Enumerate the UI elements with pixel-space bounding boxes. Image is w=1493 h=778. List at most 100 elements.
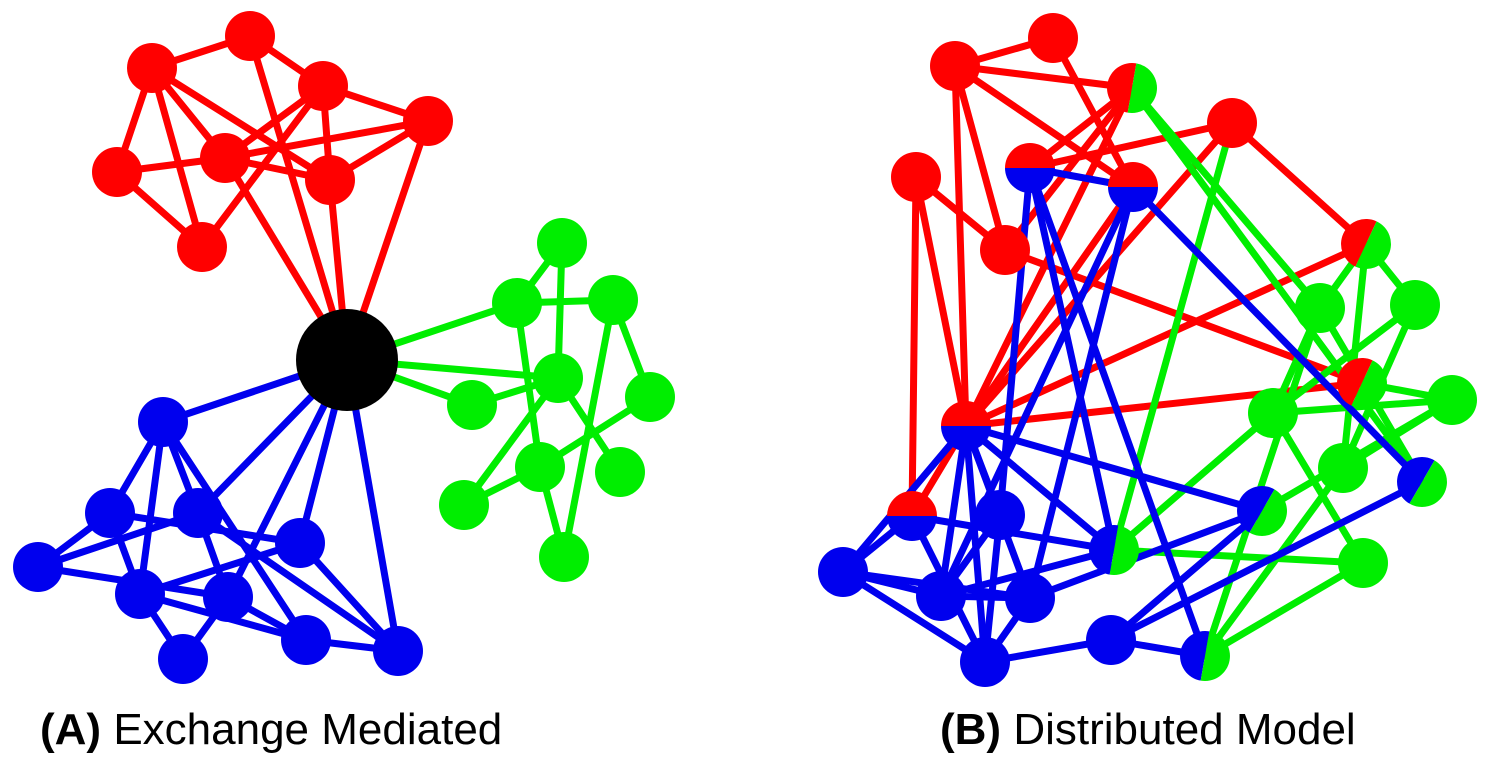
panel-b-shared-node (941, 401, 991, 451)
panel-a-exchange-hub-node (296, 309, 398, 411)
panel-a-node (537, 218, 587, 268)
panel-a-edge (221, 117, 432, 162)
panel-a-node (281, 615, 331, 665)
panel-b-edge (1201, 559, 1367, 660)
panel-b-shared-node (1089, 525, 1139, 575)
panel-b-edge (937, 422, 970, 600)
panel-b-edge (951, 62, 970, 430)
panel-b-edge (951, 62, 1009, 254)
panel-a-node (298, 61, 348, 111)
panel-a-nodes (13, 11, 675, 684)
panel-b-node (1390, 280, 1440, 330)
panel-a-edge (194, 509, 402, 655)
panel-b-shared-node (887, 491, 937, 541)
panel-a-node (373, 626, 423, 676)
panel-a-node (403, 96, 453, 146)
panel-a-node (85, 488, 135, 538)
panel-a-node (13, 542, 63, 592)
panel-b-nodes (818, 13, 1477, 687)
panel-a-edge (460, 374, 562, 509)
panel-b-node (1005, 573, 1055, 623)
panel-b-edge (937, 183, 1137, 600)
panel-a-node (515, 442, 565, 492)
panel-b-edge (1128, 84, 1426, 486)
panel-b-shared-node (1107, 63, 1157, 113)
panel-a-node (447, 380, 497, 430)
panel-a-node (225, 11, 275, 61)
panel-a-node (173, 488, 223, 538)
panel-b-edge (1269, 409, 1367, 567)
panel-b-node (1427, 375, 1477, 425)
panel-a-node (127, 43, 177, 93)
panel-b-node (980, 225, 1030, 275)
panel-a-edge (148, 64, 206, 251)
panel-a-node (92, 147, 142, 197)
panel-b-node (1295, 283, 1345, 333)
panel-b-node (930, 41, 980, 91)
panel-b-node (1086, 615, 1136, 665)
panel-b-edge (1110, 409, 1277, 554)
panel-exchange-mediated (13, 11, 675, 684)
panel-b-edge (937, 546, 1118, 600)
panel-b-edge (1026, 164, 1209, 660)
panel-b-edge (1201, 304, 1324, 660)
panel-b-edge (962, 422, 1118, 554)
panel-a-node (138, 397, 188, 447)
panel-distributed-model (818, 13, 1477, 687)
panel-b-edge (951, 62, 1137, 191)
panel-a-edge (136, 418, 167, 598)
panel-b-node (891, 152, 941, 202)
panel-b-edge (908, 173, 920, 520)
panel-a-node (200, 133, 250, 183)
panel-b-edge (951, 62, 1136, 92)
panel-b-node (916, 571, 966, 621)
panel-a-node (115, 569, 165, 619)
panel-a-node (492, 278, 542, 328)
panel-b-edge (1026, 507, 1266, 602)
panel-a-edge (148, 64, 334, 184)
panel-b-node (818, 547, 868, 597)
panel-b-edge (962, 183, 1137, 430)
panel-b-shared-node (1337, 358, 1387, 408)
panel-a-node (533, 353, 583, 403)
panel-b-node (1028, 13, 1078, 63)
panel-a-node (203, 572, 253, 622)
panel-b-node (1338, 538, 1388, 588)
panel-b-edge (1107, 507, 1266, 644)
panel-b-edge (839, 568, 989, 666)
panel-b-edge (1049, 34, 1137, 191)
caption-a-title: Exchange Mediated (113, 705, 503, 754)
panel-b-shared-node (1341, 219, 1391, 269)
panel-b-edge (1107, 478, 1426, 644)
panel-a-node (539, 532, 589, 582)
panel-b-edges (839, 34, 1456, 666)
panel-a-node (305, 155, 355, 205)
panel-b-edge (1129, 183, 1426, 486)
panel-b-shared-node (1397, 457, 1447, 507)
panel-b-edge (1026, 119, 1236, 172)
panel-a-node (158, 634, 208, 684)
panel-a-node (625, 372, 675, 422)
panel-b-node (1318, 443, 1368, 493)
panel-b-node (1207, 98, 1257, 148)
caption-panel-b: (B) Distributed Model (940, 708, 1356, 752)
panel-b-edge (1026, 164, 1118, 554)
panel-b-node (975, 490, 1025, 540)
panel-a-node (588, 275, 638, 325)
panel-a-node (275, 518, 325, 568)
caption-b-title: Distributed Model (1013, 705, 1356, 754)
panel-b-edge (1228, 119, 1370, 248)
panel-b-edge (1339, 240, 1370, 472)
caption-b-label: (B) (940, 705, 1002, 754)
panel-b-shared-node (1108, 162, 1158, 212)
panel-b-edge (1201, 464, 1347, 660)
caption-a-label: (A) (40, 705, 102, 754)
panel-b-shared-node (1180, 631, 1230, 681)
panel-b-edge (1269, 301, 1419, 417)
panel-b-node (1248, 388, 1298, 438)
caption-panel-a: (A) Exchange Mediated (40, 708, 502, 752)
panel-a-edge (34, 509, 202, 571)
panel-b-node (960, 637, 1010, 687)
panel-a-edge (246, 32, 351, 364)
